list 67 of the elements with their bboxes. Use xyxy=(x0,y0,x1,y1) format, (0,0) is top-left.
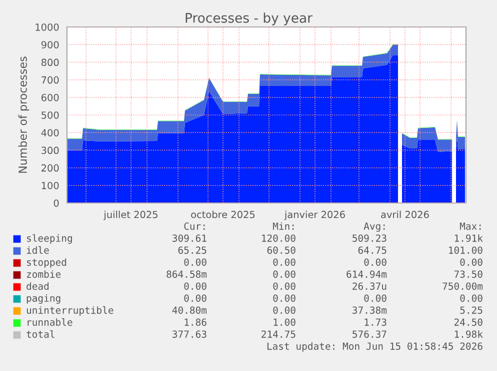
y-tick-label: 400 xyxy=(41,129,59,136)
x-tick-label: octobre 2025 xyxy=(191,210,255,218)
text: 64.75 xyxy=(358,246,386,254)
legend-label: paging xyxy=(26,294,60,304)
text: 1.00 xyxy=(274,318,296,326)
y-tick-label: 200 xyxy=(42,164,59,172)
y-tick-label: 500 xyxy=(42,111,59,119)
y-tick-label: 1000 xyxy=(36,23,59,31)
text: 101.00 xyxy=(449,246,482,254)
text: 1.91k xyxy=(454,234,483,242)
text: 0.00 xyxy=(184,258,206,266)
text: 0.00 xyxy=(364,258,386,266)
text: 1.86 xyxy=(184,318,206,326)
x-tick-label: janvier 2026 xyxy=(284,210,345,220)
legend-label: dead xyxy=(26,282,49,290)
legend-label: zombie xyxy=(26,270,61,278)
legend-label: uninterruptible xyxy=(26,306,114,316)
text: 377.63 xyxy=(172,330,206,338)
text: 1.73 xyxy=(364,318,386,326)
text: 0.00 xyxy=(364,294,386,302)
x-tick-label: juillet 2025 xyxy=(104,210,158,220)
text: 750.00m xyxy=(442,282,483,290)
text: 37.38m xyxy=(352,306,387,314)
text: 576.37 xyxy=(352,330,386,338)
text: 0.00 xyxy=(460,294,482,302)
text: 864.58m xyxy=(166,270,207,278)
legend-label: total xyxy=(26,330,54,338)
text: 0.00 xyxy=(273,258,296,266)
y-tick-label: 800 xyxy=(41,58,59,66)
text: Min: xyxy=(272,222,294,230)
y-tick-label: 0 xyxy=(54,199,59,207)
legend-label: idle xyxy=(26,246,49,254)
text: 40.80m xyxy=(172,306,207,314)
text: 0.00 xyxy=(273,270,296,278)
text: 24.50 xyxy=(454,318,482,326)
y-tick-label: 600 xyxy=(41,94,59,102)
text: 26.37u xyxy=(352,282,386,290)
text: 0.00 xyxy=(273,294,296,302)
text: 0.00 xyxy=(460,258,482,266)
text: Avg: xyxy=(364,222,385,232)
text: 5.25 xyxy=(460,306,482,314)
x-tick-label: avril 2026 xyxy=(381,210,429,218)
text: 120.00 xyxy=(262,234,296,242)
legend-label: sleeping xyxy=(27,234,72,244)
text: 0.00 xyxy=(184,282,206,290)
text: Max: xyxy=(460,222,481,230)
text: 614.94m xyxy=(346,270,387,278)
y-tick-label: 700 xyxy=(42,76,59,84)
text: Last update: Mon Jun 15 01:58:45 2026 xyxy=(267,342,482,352)
legend-label: stopped xyxy=(27,258,66,268)
legend-label: runnable xyxy=(28,318,72,326)
text: 0.00 xyxy=(184,294,206,302)
text: 509.23 xyxy=(352,234,386,242)
text: 60.50 xyxy=(267,246,296,254)
text: 65.25 xyxy=(178,246,206,254)
y-tick-label: 100 xyxy=(42,182,59,190)
text: 73.50 xyxy=(454,270,482,278)
text: 214.75 xyxy=(262,330,296,338)
text: 1.98k xyxy=(454,330,483,338)
chart-title: Processes - by year xyxy=(186,12,312,26)
y-tick-label: 300 xyxy=(42,146,59,154)
text: Cur: xyxy=(184,222,205,230)
text: 309.61 xyxy=(172,234,206,242)
text: 0.00 xyxy=(273,282,296,290)
y-axis-title: Number of processes xyxy=(18,56,30,173)
text: 0.00 xyxy=(273,306,296,314)
y-tick-label: 900 xyxy=(41,41,59,48)
